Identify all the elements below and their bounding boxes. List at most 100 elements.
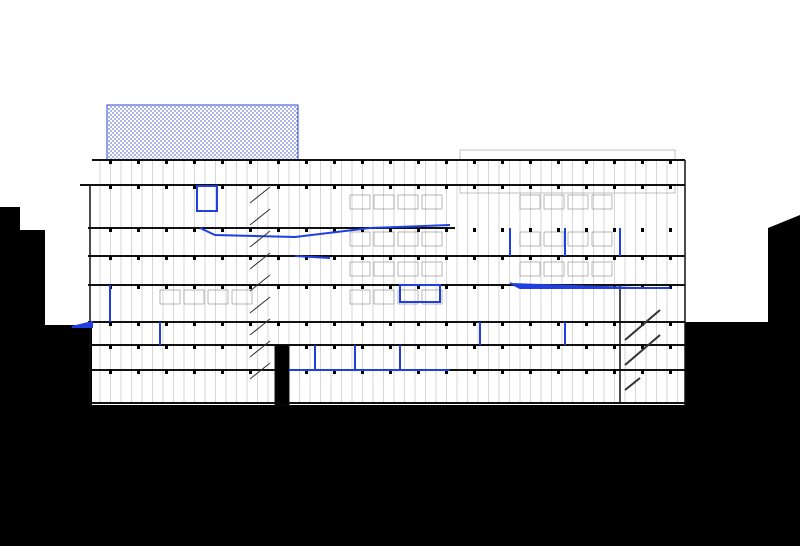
- window: [397, 231, 419, 247]
- column: [277, 285, 280, 289]
- canopy: [459, 149, 676, 161]
- ground-mass: [0, 207, 800, 546]
- column: [165, 256, 168, 260]
- column: [109, 228, 112, 232]
- column: [361, 370, 364, 374]
- window: [421, 289, 443, 305]
- window: [567, 261, 589, 277]
- window: [519, 231, 541, 247]
- column: [501, 345, 504, 349]
- window: [397, 194, 419, 210]
- column: [333, 228, 336, 232]
- column: [585, 370, 588, 374]
- rooftop-hatched-volume: [106, 104, 299, 161]
- column: [445, 285, 448, 289]
- blue-room: [196, 185, 218, 212]
- column: [417, 228, 420, 232]
- column: [361, 322, 364, 326]
- column: [333, 322, 336, 326]
- stair-flight: [249, 230, 271, 248]
- column: [193, 345, 196, 349]
- window: [567, 194, 589, 210]
- column: [277, 345, 280, 349]
- column: [361, 185, 364, 189]
- column: [361, 160, 364, 164]
- column: [361, 228, 364, 232]
- column: [137, 322, 140, 326]
- column: [669, 228, 672, 232]
- column: [501, 322, 504, 326]
- ramp: [294, 255, 331, 259]
- window: [421, 194, 443, 210]
- stair-cores: [249, 186, 661, 391]
- window: [159, 289, 181, 305]
- column: [277, 322, 280, 326]
- column: [305, 185, 308, 189]
- column: [417, 322, 420, 326]
- column: [221, 256, 224, 260]
- column: [137, 256, 140, 260]
- column: [165, 185, 168, 189]
- column: [193, 370, 196, 374]
- column: [389, 370, 392, 374]
- column: [669, 285, 672, 289]
- column: [165, 285, 168, 289]
- column: [501, 228, 504, 232]
- window: [519, 194, 541, 210]
- column: [529, 256, 532, 260]
- column: [389, 285, 392, 289]
- column: [221, 160, 224, 164]
- column: [249, 370, 252, 374]
- column: [445, 345, 448, 349]
- column: [361, 285, 364, 289]
- window: [519, 261, 541, 277]
- column: [445, 370, 448, 374]
- column: [557, 256, 560, 260]
- column: [249, 345, 252, 349]
- column: [529, 322, 532, 326]
- column: [361, 345, 364, 349]
- column: [165, 322, 168, 326]
- column: [137, 185, 140, 189]
- column: [333, 160, 336, 164]
- column: [641, 345, 644, 349]
- column: [669, 160, 672, 164]
- stair-flight: [249, 318, 271, 336]
- window: [397, 261, 419, 277]
- column: [305, 345, 308, 349]
- stair-flight: [624, 309, 661, 391]
- column: [585, 228, 588, 232]
- column: [585, 160, 588, 164]
- column: [417, 160, 420, 164]
- column: [529, 370, 532, 374]
- column: [417, 345, 420, 349]
- column: [473, 256, 476, 260]
- column: [613, 345, 616, 349]
- column: [109, 160, 112, 164]
- column: [473, 160, 476, 164]
- column: [417, 256, 420, 260]
- column: [473, 322, 476, 326]
- column: [613, 322, 616, 326]
- blue-room: [399, 284, 441, 303]
- column: [613, 160, 616, 164]
- column: [473, 185, 476, 189]
- window: [591, 231, 613, 247]
- stair-flight: [249, 186, 271, 204]
- column: [473, 370, 476, 374]
- column: [585, 185, 588, 189]
- column: [193, 185, 196, 189]
- column: [417, 185, 420, 189]
- column: [109, 185, 112, 189]
- column: [641, 228, 644, 232]
- column: [249, 185, 252, 189]
- column: [613, 370, 616, 374]
- column: [109, 322, 112, 326]
- column: [165, 345, 168, 349]
- column: [249, 228, 252, 232]
- stair-flight: [249, 252, 271, 270]
- column: [445, 185, 448, 189]
- column: [641, 370, 644, 374]
- column: [221, 370, 224, 374]
- column: [641, 185, 644, 189]
